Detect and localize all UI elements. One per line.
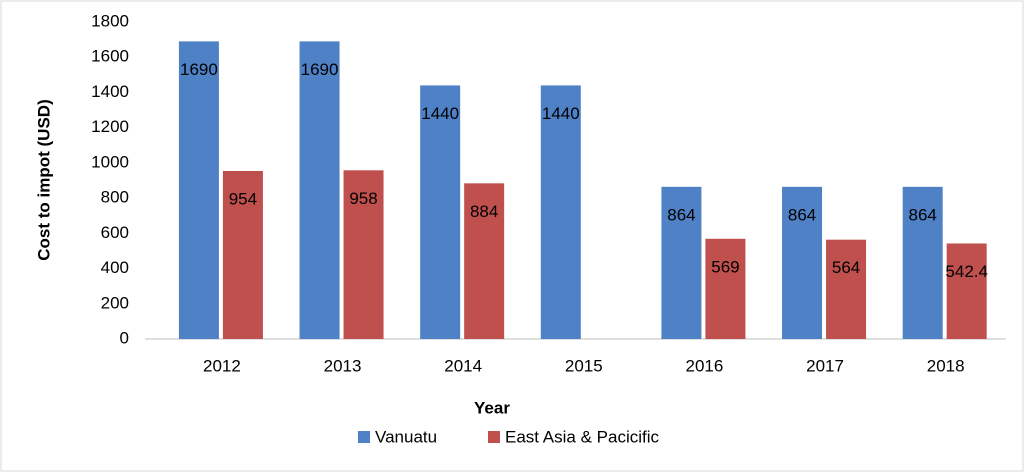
x-axis-title: Year	[474, 398, 510, 417]
y-tick-label: 1600	[91, 47, 129, 66]
data-label: 1690	[180, 60, 218, 79]
bar	[540, 85, 581, 340]
bar	[902, 186, 943, 339]
x-tick-label: 2017	[806, 356, 844, 375]
legend-label: Vanuatu	[375, 427, 437, 446]
bar	[464, 183, 505, 339]
data-label: 864	[908, 205, 936, 224]
legend-label: East Asia & Pacicific	[505, 427, 660, 446]
x-tick-label: 2016	[686, 356, 724, 375]
data-label: 884	[470, 202, 498, 221]
x-tick-label: 2014	[444, 356, 482, 375]
data-label: 1440	[542, 104, 580, 123]
bar	[705, 238, 746, 339]
y-tick-label: 400	[101, 258, 129, 277]
legend-swatch	[358, 431, 370, 443]
data-label: 864	[788, 205, 816, 224]
legend-swatch	[488, 431, 500, 443]
y-tick-label: 1400	[91, 82, 129, 101]
x-tick-label: 2012	[203, 356, 241, 375]
x-tick-label: 2013	[324, 356, 362, 375]
y-tick-label: 1200	[91, 117, 129, 136]
y-tick-label: 600	[101, 223, 129, 242]
bar	[661, 186, 702, 339]
data-label: 954	[229, 189, 257, 208]
data-label: 864	[667, 205, 695, 224]
data-label: 564	[832, 258, 860, 277]
bar	[222, 170, 263, 339]
y-tick-label: 800	[101, 188, 129, 207]
bar	[343, 170, 384, 339]
bar	[946, 243, 987, 339]
y-tick-label: 0	[120, 328, 129, 347]
bar	[299, 41, 340, 339]
data-label: 1690	[301, 60, 339, 79]
data-label: 569	[711, 257, 739, 276]
data-label: 958	[349, 189, 377, 208]
y-tick-label: 1800	[91, 11, 129, 30]
bar	[826, 239, 867, 339]
y-tick-label: 200	[101, 293, 129, 312]
y-axis-title: Cost to impot (USD)	[34, 99, 53, 260]
data-label: 542.4	[945, 262, 988, 281]
data-label: 1440	[421, 104, 459, 123]
bar	[420, 85, 461, 340]
x-tick-label: 2018	[927, 356, 965, 375]
x-tick-label: 2015	[565, 356, 603, 375]
bar	[782, 186, 823, 339]
y-tick-label: 1000	[91, 152, 129, 171]
bar	[178, 41, 219, 339]
